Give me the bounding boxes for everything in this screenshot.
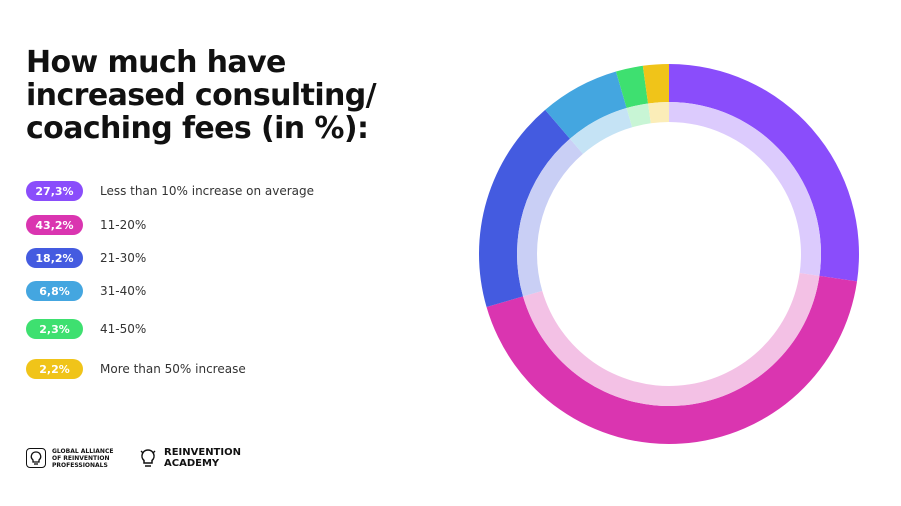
lightbulb-icon bbox=[138, 448, 158, 468]
legend-badge: 2,2% bbox=[26, 359, 83, 379]
footer-logos: GLOBAL ALLIANCE OF REINVENTION PROFESSIO… bbox=[26, 445, 241, 471]
donut-slice bbox=[642, 64, 669, 104]
legend-label: Less than 10% increase on average bbox=[100, 184, 315, 198]
gaorp-logo: GLOBAL ALLIANCE OF REINVENTION PROFESSIO… bbox=[26, 448, 122, 469]
academy-logo-text: REINVENTION ACADEMY bbox=[164, 447, 241, 469]
gaorp-logo-text: GLOBAL ALLIANCE OF REINVENTION PROFESSIO… bbox=[52, 447, 114, 469]
legend-badge: 43,2% bbox=[26, 215, 83, 235]
legend-item: 2,2% More than 50% increase bbox=[26, 359, 246, 379]
legend-badge: 6,8% bbox=[26, 281, 83, 301]
chart-title: How much have increased consulting/ coac… bbox=[26, 45, 377, 146]
legend-label: 21-30% bbox=[100, 251, 147, 265]
legend-label: 41-50% bbox=[100, 322, 147, 336]
donut-slice bbox=[545, 71, 627, 139]
donut-slice-inner bbox=[669, 102, 821, 276]
legend-item: 6,8% 31-40% bbox=[26, 281, 146, 301]
donut-slice bbox=[479, 109, 570, 308]
donut-slice bbox=[615, 65, 649, 109]
legend-badge: 2,3% bbox=[26, 319, 83, 339]
legend-badge: 27,3% bbox=[26, 181, 83, 201]
legend-badge: 18,2% bbox=[26, 248, 83, 268]
legend-label: 11-20% bbox=[100, 218, 147, 232]
donut-slice-inner bbox=[626, 103, 651, 128]
donut-slice-inner bbox=[648, 102, 669, 124]
donut-slice-inner bbox=[516, 138, 583, 297]
legend-item: 43,2% 11-20% bbox=[26, 215, 146, 235]
lightbulb-icon bbox=[26, 448, 46, 468]
donut-slice bbox=[669, 64, 860, 282]
legend-item: 18,2% 21-30% bbox=[26, 248, 146, 268]
donut-slice-inner bbox=[569, 108, 633, 154]
legend-item: 2,3% 41-50% bbox=[26, 319, 146, 339]
donut-slice bbox=[486, 275, 858, 445]
legend-item: 27,3% Less than 10% increase on average bbox=[26, 181, 314, 201]
legend-label: 31-40% bbox=[100, 284, 147, 298]
legend-label: More than 50% increase bbox=[100, 362, 246, 376]
donut-slice-inner bbox=[523, 273, 820, 407]
academy-logo: REINVENTION ACADEMY bbox=[138, 447, 241, 469]
